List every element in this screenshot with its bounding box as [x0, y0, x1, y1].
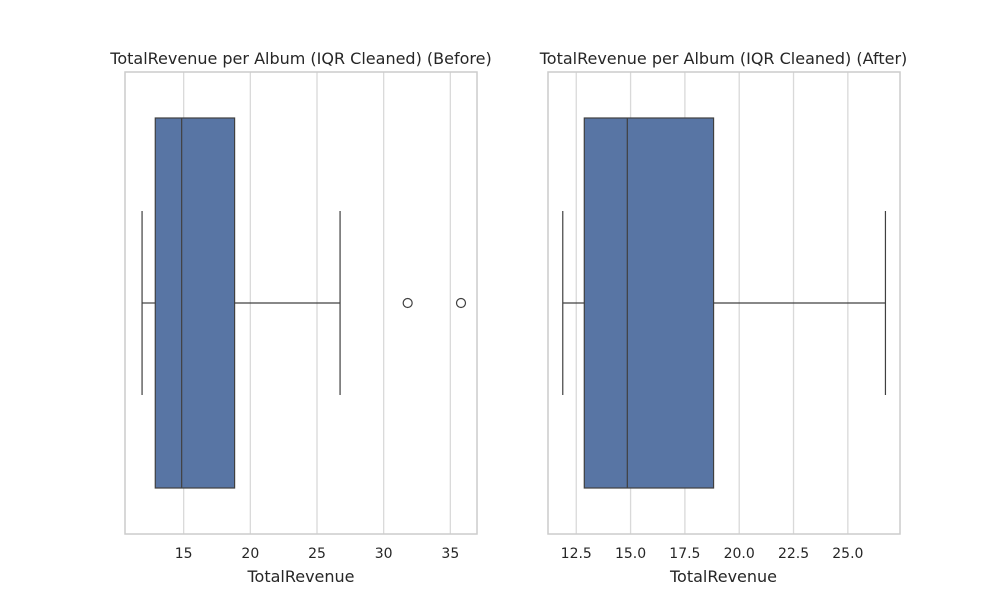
- outlier-point-before: [455, 297, 467, 309]
- panel-before: TotalRevenue per Album (IQR Cleaned) (Be…: [109, 49, 491, 586]
- x-tick-label-before: 15: [175, 546, 193, 562]
- x-tick-label-after: 25.0: [832, 546, 863, 562]
- x-tick-label-before: 20: [241, 546, 259, 562]
- iqr-box-before: [154, 117, 236, 489]
- iqr-box-after: [583, 117, 715, 489]
- plot-frame-after: [547, 71, 901, 535]
- x-tick-label-after: 17.5: [669, 546, 700, 562]
- chart-title-after: TotalRevenue per Album (IQR Cleaned) (Af…: [539, 49, 908, 68]
- x-tick-label-before: 35: [441, 546, 459, 562]
- x-axis-label-after: TotalRevenue: [669, 567, 777, 586]
- plot-frame-before: [124, 71, 478, 535]
- x-tick-label-after: 15.0: [615, 546, 646, 562]
- x-tick-label-after: 22.5: [778, 546, 809, 562]
- panel-after: TotalRevenue per Album (IQR Cleaned) (Af…: [539, 49, 908, 586]
- outlier-point-before: [402, 297, 413, 309]
- x-tick-label-after: 20.0: [724, 546, 755, 562]
- x-tick-label-before: 25: [308, 546, 326, 562]
- x-tick-label-before: 30: [375, 546, 393, 562]
- chart-title-before: TotalRevenue per Album (IQR Cleaned) (Be…: [109, 49, 491, 68]
- x-axis-label-before: TotalRevenue: [246, 567, 354, 586]
- x-tick-label-after: 12.5: [561, 546, 592, 562]
